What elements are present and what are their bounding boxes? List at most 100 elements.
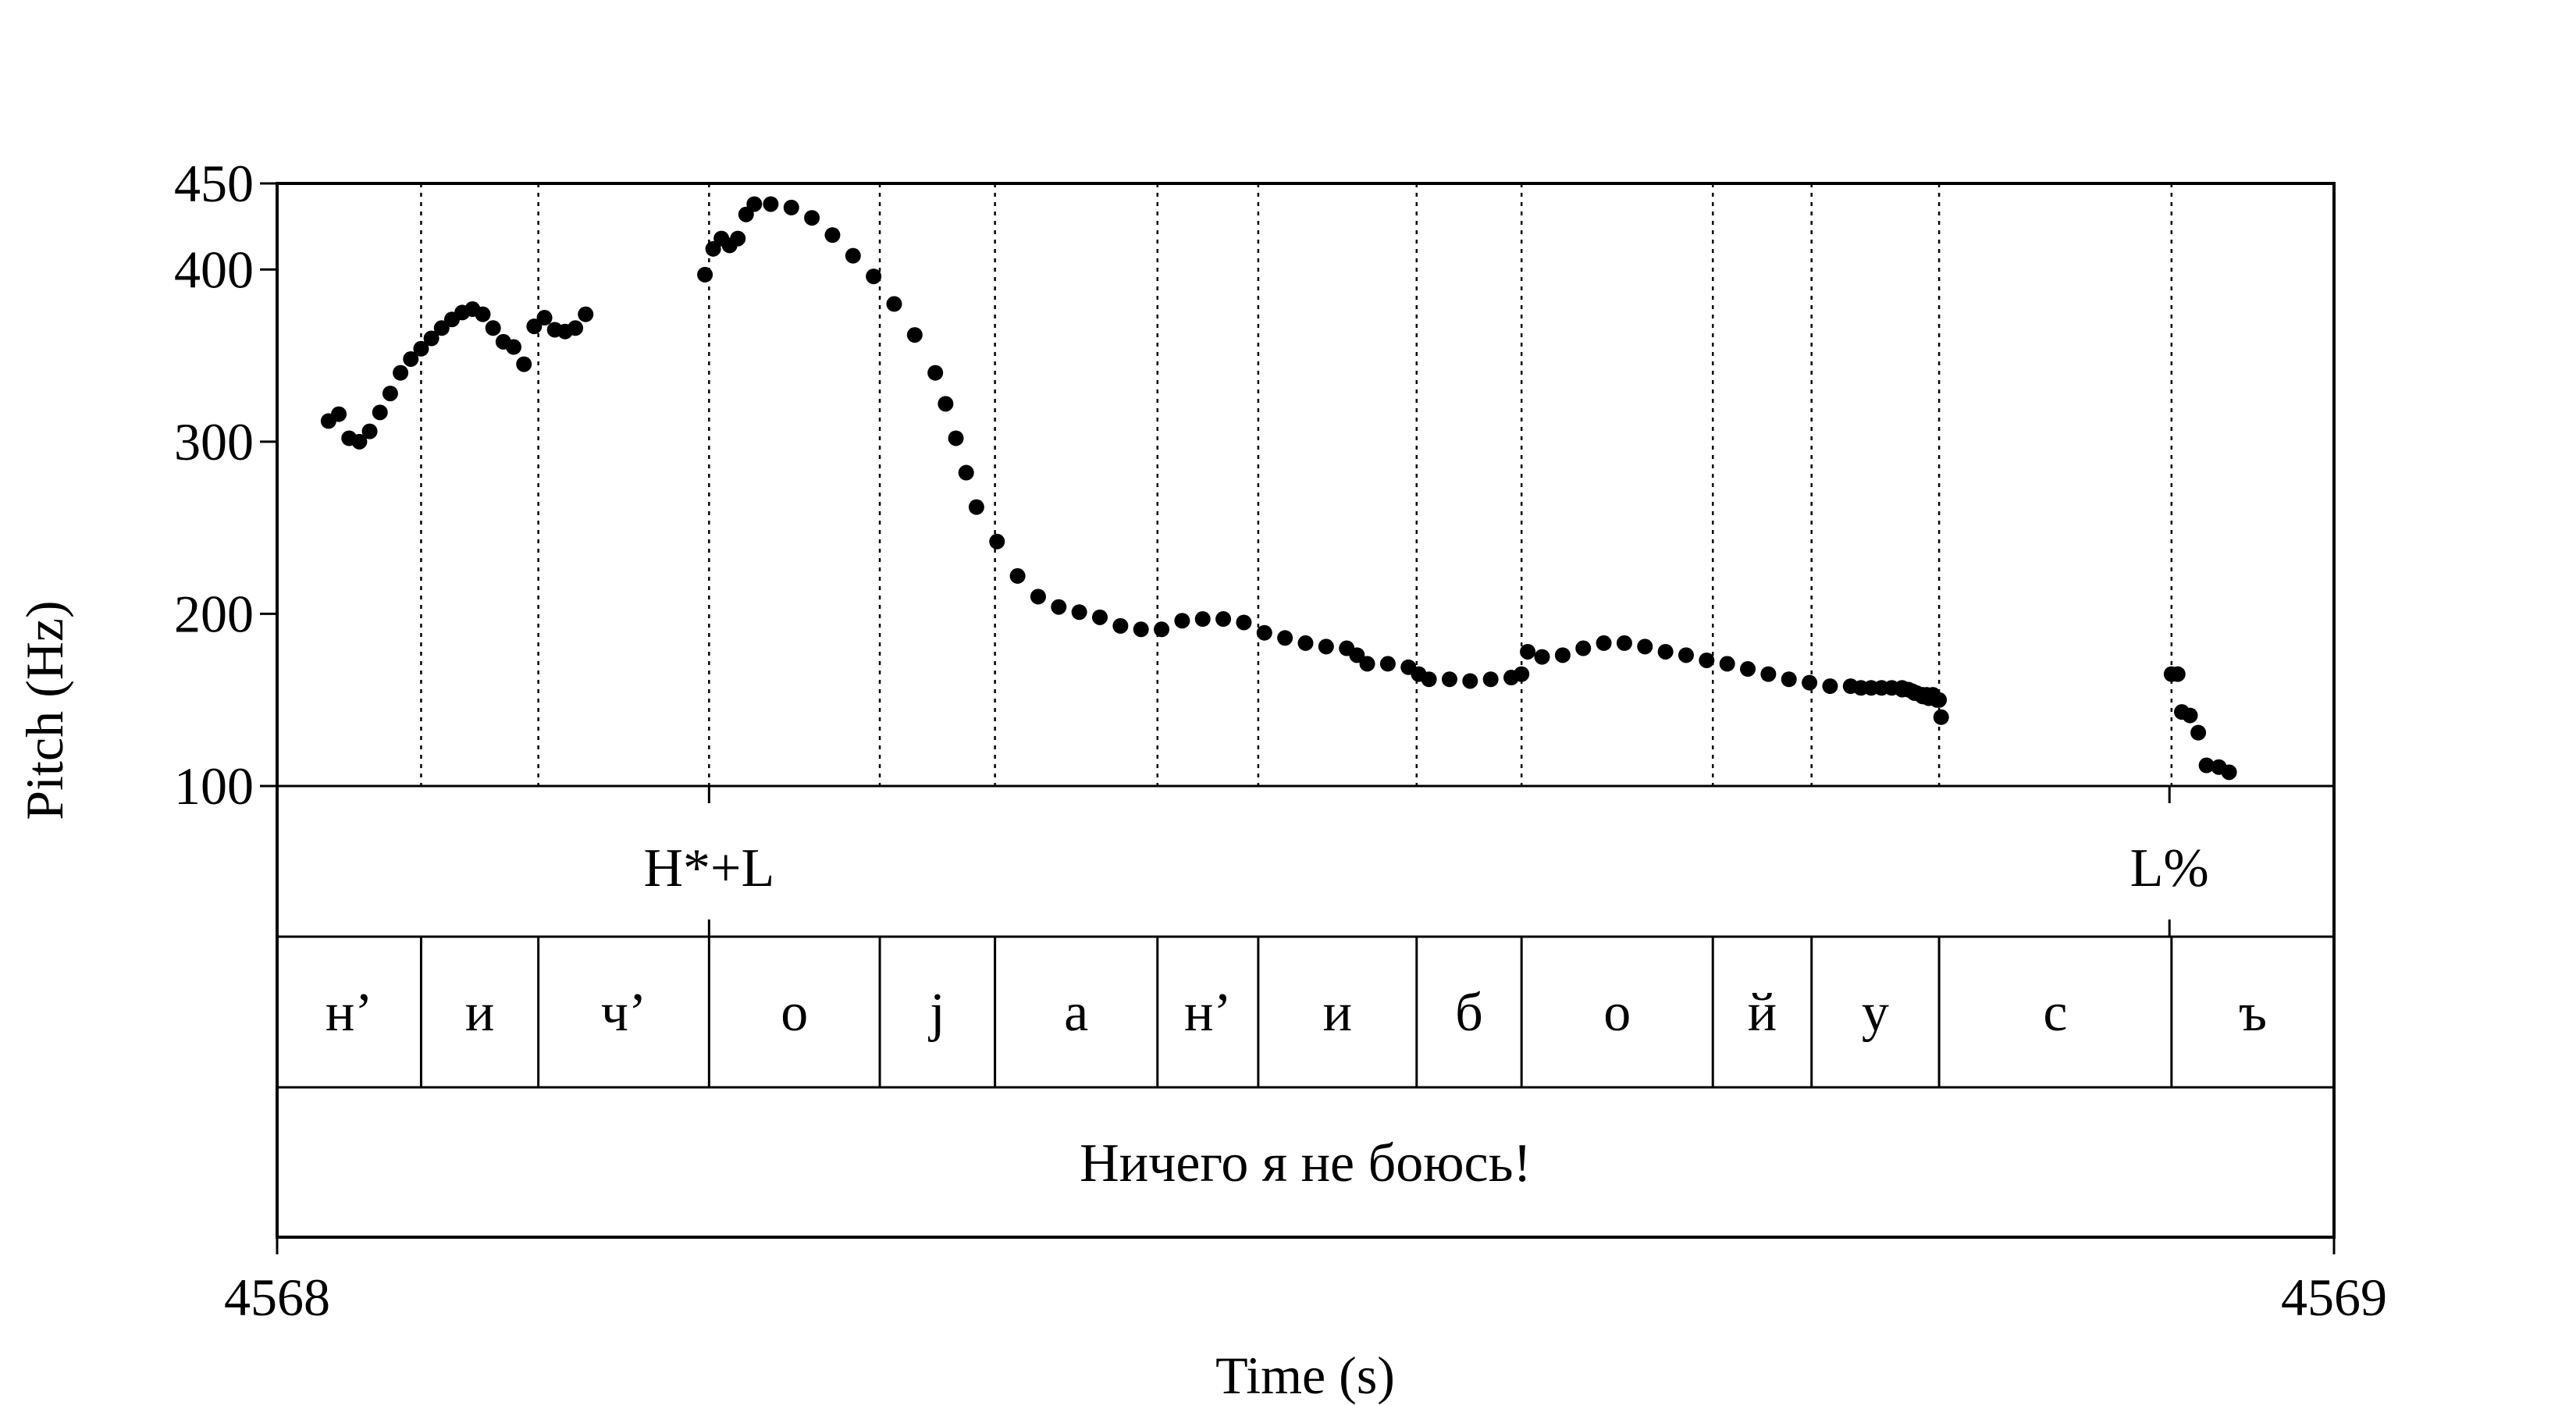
pitch-point — [1915, 688, 1930, 705]
pitch-point — [938, 396, 954, 412]
segment-label: с — [2043, 983, 2067, 1043]
tone-label: H*+L — [643, 838, 774, 898]
pitch-point — [958, 464, 974, 481]
pitch-point — [1462, 673, 1478, 689]
pitch-point — [1534, 649, 1550, 665]
pitch-point — [1678, 647, 1694, 663]
pitch-point — [578, 306, 594, 322]
pitch-point — [1297, 635, 1314, 651]
segment-label: j — [927, 983, 945, 1043]
pitch-point — [393, 365, 409, 381]
pitch-point — [382, 386, 398, 402]
pitch-point — [1030, 589, 1046, 605]
pitch-point — [1277, 630, 1293, 646]
pitch-point — [845, 247, 861, 264]
pitch-point — [1009, 567, 1026, 584]
pitch-point — [1349, 647, 1365, 663]
sentence-label: Ничего я не боюсь! — [1080, 1133, 1532, 1193]
pitch-point — [1154, 621, 1170, 638]
pitch-point — [1215, 611, 1232, 628]
pitch-point — [2169, 666, 2186, 682]
pitch-point — [568, 320, 584, 336]
pitch-contour — [320, 196, 2237, 781]
segment-label: а — [1064, 983, 1088, 1043]
pitch-point — [433, 320, 450, 336]
pitch-point — [968, 499, 984, 515]
pitch-point — [1575, 640, 1592, 656]
pitch-point — [866, 269, 882, 285]
pitch-point — [1092, 609, 1108, 625]
pitch-point — [1236, 614, 1252, 631]
annotation-tiers: н’ и ч’ о j а н’ и б о й у с ъ H*+L L% Ничего я не боюсь… — [277, 784, 2334, 1193]
pitch-point — [1596, 635, 1612, 651]
pitch-point — [1657, 643, 1674, 660]
pitch-point — [331, 406, 347, 422]
pitch-point — [1441, 671, 1457, 688]
pitch-point — [1637, 638, 1653, 655]
pitch-point — [906, 327, 923, 343]
y-tick-label: 450 — [174, 154, 254, 213]
pitch-point — [1514, 666, 1530, 682]
pitch-point — [1520, 643, 1536, 660]
pitch-point — [783, 199, 799, 215]
pitch-point — [2182, 707, 2198, 724]
pitch-point — [506, 339, 522, 355]
pitch-point — [989, 533, 1005, 550]
pitch-point — [1318, 638, 1334, 655]
pitch-point — [423, 330, 439, 347]
pitch-point — [475, 306, 491, 322]
pitch-point — [1822, 678, 1838, 695]
pitch-point — [1256, 624, 1272, 641]
y-tick-label: 400 — [174, 240, 254, 299]
segment-label: й — [1748, 983, 1777, 1043]
pitch-point — [351, 433, 368, 450]
pitch-point — [1421, 671, 1437, 688]
pitch-point — [1933, 709, 1949, 725]
pitch-point — [1133, 621, 1149, 638]
tone-label: L% — [2130, 838, 2209, 898]
pitch-point — [1554, 647, 1571, 663]
pitch-point — [1379, 656, 1396, 672]
pitch-point — [948, 430, 964, 446]
pitch-point — [1802, 674, 1818, 691]
pitch-point — [1071, 604, 1087, 621]
x-tick-label: 4569 — [2281, 1268, 2387, 1327]
plot-frame — [276, 182, 2336, 1239]
segment-label: н’ — [1184, 983, 1232, 1043]
pitch-point — [1781, 671, 1797, 688]
pitch-point — [1051, 599, 1067, 615]
axes: 100 200 300 400 450 4568 4569 — [174, 154, 2387, 1327]
pitch-point — [1719, 656, 1735, 672]
pitch-point — [1174, 613, 1190, 629]
x-tick-label: 4568 — [224, 1268, 330, 1327]
segment-label: и — [465, 983, 494, 1043]
segment-guides — [420, 183, 2173, 786]
pitch-point — [2221, 764, 2237, 781]
pitch-point — [804, 210, 820, 226]
pitch-point — [1482, 671, 1499, 688]
pitch-point — [886, 296, 902, 312]
pitch-point — [746, 196, 763, 212]
segment-label: ъ — [2239, 983, 2267, 1043]
pitch-point — [361, 423, 378, 439]
pitch-point — [1873, 680, 1890, 696]
y-tick-label: 200 — [174, 584, 254, 643]
y-tick-label: 100 — [174, 756, 254, 816]
pitch-point — [1760, 666, 1777, 682]
segment-label: и — [1323, 983, 1352, 1043]
segment-label: н’ — [326, 983, 373, 1043]
pitch-point — [1359, 656, 1375, 672]
segment-label: у — [1862, 983, 1889, 1043]
pitch-point — [536, 310, 553, 326]
pitch-point — [1112, 617, 1129, 634]
pitch-point — [1740, 661, 1756, 678]
segment-label: б — [1455, 983, 1483, 1043]
y-axis-title: Pitch (Hz) — [15, 600, 74, 820]
pitch-point — [516, 356, 532, 372]
pitch-point — [1194, 611, 1211, 628]
pitch-point — [1852, 680, 1869, 696]
pitch-point — [730, 230, 746, 247]
segment-label: ч’ — [601, 983, 647, 1043]
pitch-point — [697, 266, 713, 283]
